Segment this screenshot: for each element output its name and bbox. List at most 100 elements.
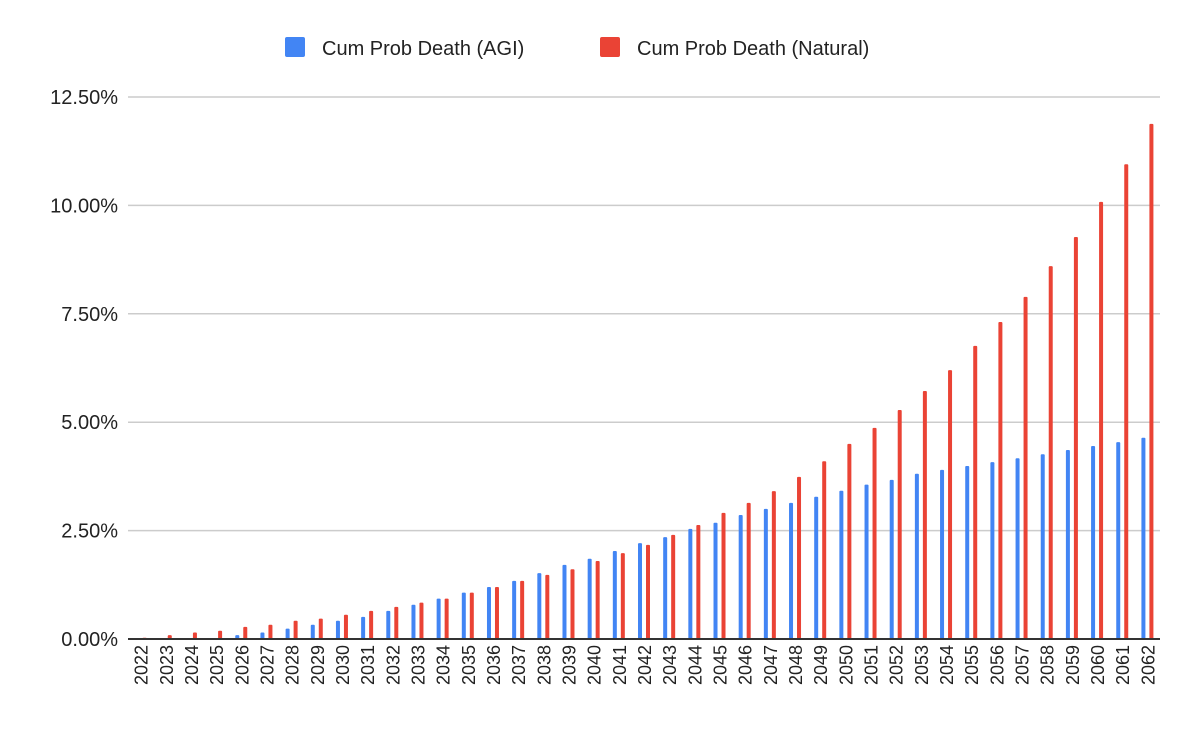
x-tick-label: 2056: [987, 645, 1007, 685]
bar-natural-2035: [469, 592, 474, 639]
bar-agi-2047: [763, 508, 768, 639]
bar-natural-2048: [797, 476, 802, 639]
bar-agi-2038: [537, 573, 542, 639]
bar-agi-2060: [1091, 446, 1096, 639]
x-tick-label: 2025: [207, 645, 227, 685]
bar-agi-2034: [436, 598, 441, 639]
bar-natural-2039: [570, 569, 575, 639]
bar-agi-2046: [738, 514, 743, 639]
bar-natural-2033: [419, 602, 424, 639]
bar-natural-2057: [1023, 296, 1028, 639]
bar-agi-2051: [864, 484, 869, 639]
bar-agi-2032: [386, 610, 391, 639]
x-tick-label: 2050: [836, 645, 856, 685]
bar-natural-2062: [1149, 123, 1154, 640]
x-tick-label: 2032: [383, 645, 403, 685]
bar-natural-2028: [293, 620, 298, 639]
x-tick-label: 2049: [811, 645, 831, 685]
y-tick-label: 0.00%: [61, 629, 118, 651]
bar-natural-2061: [1124, 164, 1129, 639]
x-tick-label: 2026: [232, 645, 252, 685]
x-tick-label: 2039: [559, 645, 579, 685]
bar-natural-2050: [847, 443, 852, 639]
bar-natural-2045: [721, 512, 726, 639]
x-tick-label: 2047: [761, 645, 781, 685]
bar-natural-2036: [494, 586, 499, 639]
bar-agi-2041: [612, 550, 617, 639]
x-tick-label: 2022: [132, 645, 152, 685]
bar-agi-2061: [1116, 442, 1121, 639]
bar-agi-2059: [1065, 449, 1070, 639]
bar-agi-2050: [839, 490, 844, 639]
x-tick-label: 2029: [308, 645, 328, 685]
bar-agi-2037: [512, 580, 517, 639]
x-tick-label: 2057: [1013, 645, 1033, 685]
legend-label-agi: Cum Prob Death (AGI): [322, 38, 524, 60]
bar-natural-2037: [520, 580, 525, 639]
bar-natural-2056: [998, 322, 1003, 639]
legend-label-natural: Cum Prob Death (Natural): [637, 38, 869, 60]
y-tick-label: 10.00%: [50, 195, 118, 217]
bar-agi-2040: [587, 558, 592, 639]
bar-agi-2055: [965, 465, 970, 639]
bar-natural-2052: [897, 410, 902, 639]
bar-natural-2051: [872, 427, 877, 639]
x-tick-label: 2042: [635, 645, 655, 685]
x-tick-label: 2038: [534, 645, 554, 685]
bar-natural-2029: [318, 618, 323, 639]
bar-agi-2048: [789, 502, 794, 639]
bar-natural-2041: [620, 553, 625, 639]
bar-natural-2054: [948, 370, 953, 639]
x-tick-label: 2055: [962, 645, 982, 685]
bar-agi-2053: [914, 473, 919, 639]
bar-agi-2054: [940, 469, 945, 639]
bar-natural-2026: [243, 626, 248, 639]
bar-natural-2058: [1048, 266, 1053, 639]
x-tick-label: 2059: [1063, 645, 1083, 685]
x-tick-label: 2037: [509, 645, 529, 685]
bar-natural-2059: [1073, 237, 1078, 639]
bar-natural-2053: [922, 390, 927, 639]
x-tick-label: 2044: [685, 645, 705, 685]
x-tick-label: 2033: [408, 645, 428, 685]
bar-natural-2042: [646, 544, 650, 639]
legend: Cum Prob Death (AGI) Cum Prob Death (Nat…: [285, 37, 869, 60]
bar-agi-2043: [663, 537, 668, 639]
x-tick-label: 2041: [610, 645, 630, 685]
bar-agi-2028: [285, 628, 290, 639]
x-tick-label: 2028: [283, 645, 303, 685]
bar-natural-2025: [218, 630, 223, 639]
bar-agi-2057: [1015, 458, 1020, 639]
bar-natural-2032: [394, 606, 399, 639]
y-tick-label: 2.50%: [61, 521, 118, 543]
bar-agi-2062: [1141, 437, 1146, 639]
x-tick-label: 2058: [1038, 645, 1058, 685]
x-tick-label: 2030: [333, 645, 353, 685]
x-tick-label: 2031: [358, 645, 378, 685]
bar-agi-2035: [461, 592, 466, 639]
x-tick-label: 2061: [1113, 645, 1133, 685]
x-tick-label: 2060: [1088, 645, 1108, 685]
x-tick-label: 2053: [912, 645, 932, 685]
x-tick-label: 2046: [736, 645, 756, 685]
x-tick-label: 2034: [434, 645, 454, 685]
bar-agi-2031: [361, 616, 366, 639]
bar-agi-2033: [411, 604, 416, 639]
bar-agi-2027: [260, 632, 265, 639]
x-tick-label: 2062: [1138, 645, 1158, 685]
bar-agi-2029: [310, 624, 315, 639]
x-tick-label: 2036: [484, 645, 504, 685]
bar-agi-2052: [889, 479, 894, 639]
x-tick-label: 2045: [711, 645, 731, 685]
bar-natural-2027: [268, 624, 273, 639]
y-tick-label: 7.50%: [61, 304, 118, 326]
x-tick-label: 2035: [459, 645, 479, 685]
bar-natural-2044: [696, 524, 701, 639]
bar-agi-2058: [1040, 454, 1045, 639]
bar-agi-2056: [990, 462, 995, 639]
bar-natural-2060: [1099, 201, 1104, 639]
bar-natural-2040: [595, 560, 600, 639]
legend-swatch-agi: [285, 37, 305, 57]
bar-natural-2030: [343, 614, 348, 639]
